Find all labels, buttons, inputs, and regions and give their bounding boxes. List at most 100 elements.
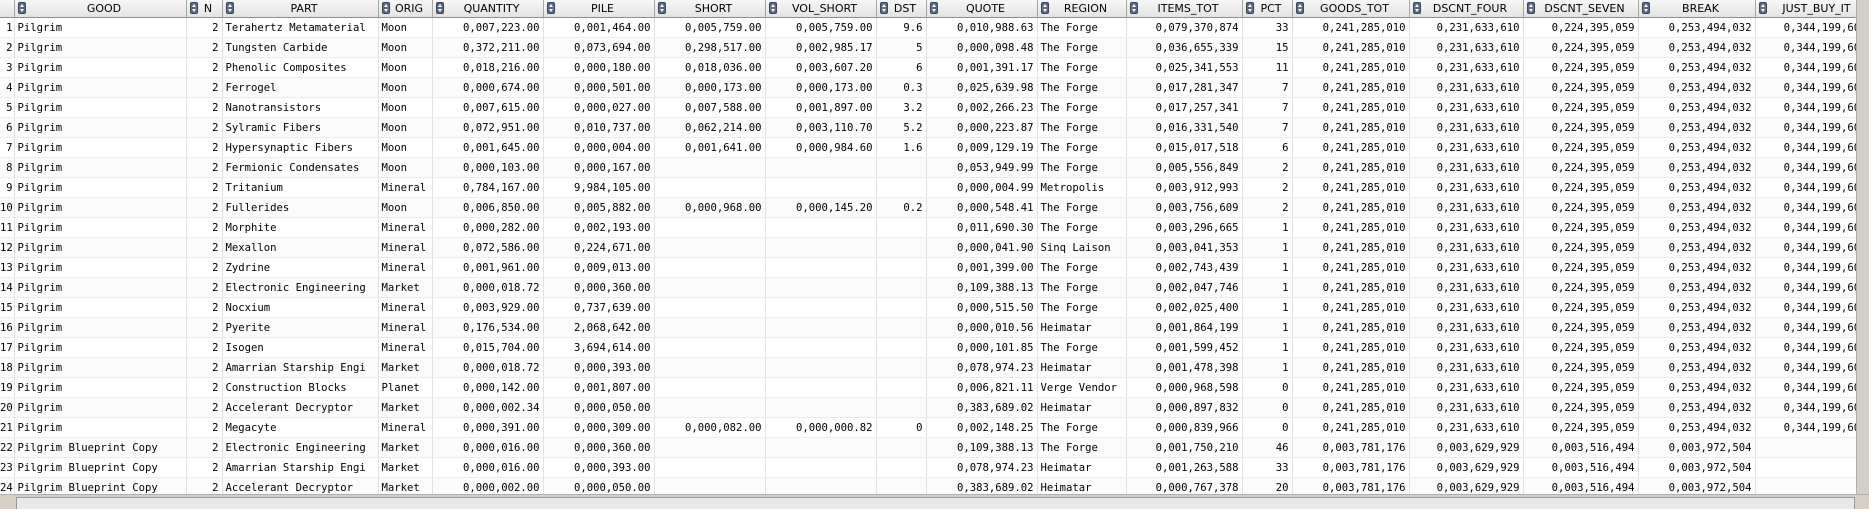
cell-dscnt-four[interactable]: 0,003,629,929 [1409, 437, 1524, 458]
cell-dscnt-four[interactable]: 0,003,629,929 [1409, 457, 1524, 478]
row-number[interactable]: 3 [0, 57, 15, 78]
cell-pile[interactable]: 0,000,004.00 [543, 137, 655, 158]
cell-dst[interactable]: 5.2 [876, 117, 927, 138]
sort-arrows-icon[interactable] [1641, 2, 1650, 14]
cell-quantity[interactable]: 0,007,223.00 [432, 17, 544, 38]
cell-orig[interactable]: Moon [378, 37, 433, 58]
table-row[interactable]: 11 Pilgrim 2 Morphite Mineral 0,000,282.00 0,0… [0, 217, 1869, 238]
cell-just-buy-it[interactable]: 0,344,199,600 [1755, 357, 1869, 378]
row-number[interactable]: 7 [0, 137, 15, 158]
cell-good[interactable]: Pilgrim [14, 397, 187, 418]
cell-just-buy-it[interactable]: 0,344,199,600 [1755, 237, 1869, 258]
row-number[interactable]: 1 [0, 17, 15, 38]
cell-pct[interactable]: 33 [1242, 457, 1293, 478]
cell-n[interactable]: 2 [186, 437, 223, 458]
table-row[interactable]: 18 Pilgrim 2 Amarrian Starship Engi Market 0,… [0, 357, 1869, 378]
cell-n[interactable]: 2 [186, 217, 223, 238]
cell-dst[interactable] [876, 357, 927, 378]
cell-quote[interactable]: 0,000,548.41 [926, 197, 1038, 218]
cell-part[interactable]: Mexallon [222, 237, 379, 258]
row-number[interactable]: 15 [0, 297, 15, 318]
cell-goods-tot[interactable]: 0,003,781,176 [1292, 457, 1410, 478]
cell-dscnt-four[interactable]: 0,231,633,610 [1409, 37, 1524, 58]
cell-dst[interactable]: 6 [876, 57, 927, 78]
column-header-pct[interactable]: PCT [1242, 0, 1293, 18]
sort-arrows-icon[interactable] [1129, 2, 1138, 14]
cell-part[interactable]: Construction Blocks [222, 377, 379, 398]
cell-region[interactable]: The Forge [1037, 197, 1127, 218]
cell-goods-tot[interactable]: 0,241,285,010 [1292, 117, 1410, 138]
cell-short[interactable]: 0,018,036.00 [654, 57, 766, 78]
cell-break[interactable]: 0,253,494,032 [1638, 377, 1756, 398]
cell-just-buy-it[interactable]: 0,344,199,600 [1755, 37, 1869, 58]
cell-dscnt-seven[interactable]: 0,224,395,059 [1523, 77, 1639, 98]
horizontal-scrollbar-thumb[interactable] [16, 497, 1855, 509]
cell-orig[interactable]: Planet [378, 377, 433, 398]
cell-quantity[interactable]: 0,000,016.00 [432, 437, 544, 458]
row-number[interactable]: 14 [0, 277, 15, 298]
cell-just-buy-it[interactable]: 0,344,199,600 [1755, 137, 1869, 158]
cell-vol-short[interactable] [765, 277, 877, 298]
cell-quote[interactable]: 0,001,399.00 [926, 257, 1038, 278]
cell-n[interactable]: 2 [186, 317, 223, 338]
cell-part[interactable]: Amarrian Starship Engi [222, 357, 379, 378]
cell-region[interactable]: Heimatar [1037, 317, 1127, 338]
table-row[interactable]: 8 Pilgrim 2 Fermionic Condensates Moon 0,000,… [0, 157, 1869, 178]
cell-short[interactable]: 0,007,588.00 [654, 97, 766, 118]
cell-dscnt-seven[interactable]: 0,003,516,494 [1523, 477, 1639, 498]
cell-quantity[interactable]: 0,001,961.00 [432, 257, 544, 278]
cell-dscnt-seven[interactable]: 0,003,516,494 [1523, 457, 1639, 478]
cell-region[interactable]: The Forge [1037, 137, 1127, 158]
row-number[interactable]: 19 [0, 377, 15, 398]
cell-quantity[interactable]: 0,000,391.00 [432, 417, 544, 438]
cell-vol-short[interactable]: 0,000,984.60 [765, 137, 877, 158]
cell-part[interactable]: Nocxium [222, 297, 379, 318]
cell-orig[interactable]: Moon [378, 77, 433, 98]
cell-dscnt-seven[interactable]: 0,224,395,059 [1523, 317, 1639, 338]
cell-dscnt-seven[interactable]: 0,224,395,059 [1523, 217, 1639, 238]
cell-pct[interactable]: 1 [1242, 217, 1293, 238]
cell-break[interactable]: 0,253,494,032 [1638, 177, 1756, 198]
cell-dscnt-four[interactable]: 0,231,633,610 [1409, 137, 1524, 158]
table-row[interactable]: 10 Pilgrim 2 Fullerides Moon 0,006,850.00 0,00… [0, 197, 1869, 218]
cell-vol-short[interactable] [765, 397, 877, 418]
cell-n[interactable]: 2 [186, 37, 223, 58]
cell-just-buy-it[interactable] [1755, 477, 1869, 498]
sort-arrows-icon[interactable] [1412, 2, 1421, 14]
cell-goods-tot[interactable]: 0,241,285,010 [1292, 177, 1410, 198]
sort-arrows-icon[interactable] [1295, 2, 1304, 14]
table-row[interactable]: 21 Pilgrim 2 Megacyte Mineral 0,000,391.00 0,0… [0, 417, 1869, 438]
cell-dst[interactable]: 0.2 [876, 197, 927, 218]
cell-good[interactable]: Pilgrim [14, 37, 187, 58]
cell-items-tot[interactable]: 0,036,655,339 [1126, 37, 1243, 58]
cell-goods-tot[interactable]: 0,241,285,010 [1292, 317, 1410, 338]
cell-quantity[interactable]: 0,000,018.72 [432, 357, 544, 378]
cell-goods-tot[interactable]: 0,241,285,010 [1292, 217, 1410, 238]
cell-short[interactable] [654, 177, 766, 198]
cell-items-tot[interactable]: 0,001,599,452 [1126, 337, 1243, 358]
cell-break[interactable]: 0,253,494,032 [1638, 117, 1756, 138]
cell-region[interactable]: The Forge [1037, 297, 1127, 318]
cell-dscnt-four[interactable]: 0,231,633,610 [1409, 217, 1524, 238]
cell-dscnt-seven[interactable]: 0,224,395,059 [1523, 37, 1639, 58]
cell-pct[interactable]: 0 [1242, 377, 1293, 398]
column-header-goods-tot[interactable]: GOODS_TOT [1292, 0, 1410, 18]
row-number[interactable]: 24 [0, 477, 15, 498]
cell-break[interactable]: 0,253,494,032 [1638, 337, 1756, 358]
cell-good[interactable]: Pilgrim [14, 237, 187, 258]
cell-region[interactable]: The Forge [1037, 117, 1127, 138]
cell-dscnt-four[interactable]: 0,231,633,610 [1409, 197, 1524, 218]
cell-dscnt-seven[interactable]: 0,224,395,059 [1523, 417, 1639, 438]
cell-region[interactable]: The Forge [1037, 437, 1127, 458]
cell-quote[interactable]: 0,078,974.23 [926, 357, 1038, 378]
cell-dscnt-seven[interactable]: 0,224,395,059 [1523, 297, 1639, 318]
sort-arrows-icon[interactable] [657, 2, 666, 14]
cell-break[interactable]: 0,253,494,032 [1638, 137, 1756, 158]
cell-part[interactable]: Electronic Engineering [222, 277, 379, 298]
cell-quote[interactable]: 0,383,689.02 [926, 397, 1038, 418]
cell-dscnt-seven[interactable]: 0,224,395,059 [1523, 337, 1639, 358]
cell-pile[interactable]: 2,068,642.00 [543, 317, 655, 338]
cell-vol-short[interactable] [765, 337, 877, 358]
cell-dscnt-seven[interactable]: 0,224,395,059 [1523, 17, 1639, 38]
sort-arrows-icon[interactable] [225, 2, 234, 14]
